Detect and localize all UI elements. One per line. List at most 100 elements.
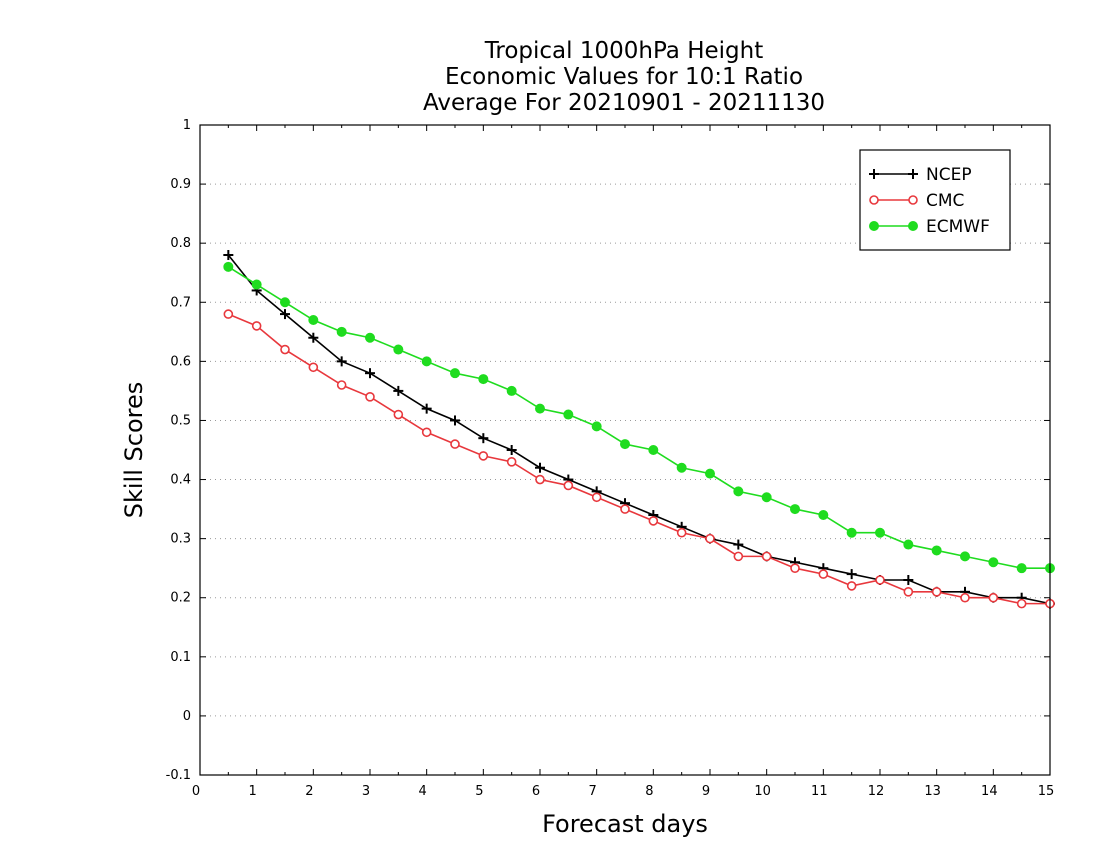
data-point	[563, 480, 574, 491]
y-tick-label: 0.9	[170, 177, 191, 192]
legend-item: NCEP	[869, 165, 972, 185]
x-tick-label: 4	[419, 784, 427, 799]
data-point	[308, 362, 319, 373]
data-point	[223, 309, 234, 319]
data-point	[563, 409, 574, 420]
data-point	[393, 344, 404, 355]
data-point	[308, 315, 319, 325]
y-tick-label: 0.7	[170, 295, 191, 310]
data-point	[818, 569, 829, 579]
x-tick-label: 1	[249, 784, 257, 799]
series-cmc	[223, 309, 1055, 609]
y-tick-label: 0.4	[170, 473, 191, 488]
data-point	[988, 557, 999, 568]
legend-label: NCEP	[926, 165, 972, 185]
data-point	[251, 279, 262, 290]
data-point	[733, 486, 744, 497]
x-tick-label: 2	[305, 784, 313, 799]
x-tick-label: 6	[532, 784, 540, 799]
x-tick-label: 8	[645, 784, 653, 799]
x-tick-label: 14	[981, 784, 998, 799]
data-point	[506, 457, 517, 467]
grid	[200, 183, 1050, 717]
data-point	[591, 492, 602, 503]
data-point	[421, 356, 432, 367]
data-point	[620, 439, 630, 450]
data-point	[676, 527, 687, 538]
data-point	[336, 380, 347, 390]
legend-label: ECMWF	[926, 217, 990, 237]
y-tick-label: 0.5	[170, 413, 191, 428]
title-line: Average For 20210901 - 20211130	[423, 90, 825, 116]
data-point	[478, 374, 489, 385]
data-point	[875, 575, 885, 585]
y-axis-label: Skill Scores	[120, 382, 148, 519]
data-point	[223, 261, 234, 272]
data-point	[676, 462, 687, 473]
data-point	[280, 344, 290, 355]
data-point	[705, 533, 715, 544]
data-point	[761, 492, 772, 503]
data-point	[988, 592, 999, 603]
legend-item: CMC	[869, 191, 964, 211]
y-tick-label: -0.1	[166, 768, 191, 783]
data-point	[846, 581, 857, 591]
data-point	[761, 551, 772, 562]
data-point	[875, 527, 885, 538]
y-tick-label: 0.8	[170, 236, 191, 251]
data-point	[591, 421, 602, 432]
series-line	[227, 254, 1051, 605]
data-point	[251, 321, 262, 331]
data-point	[908, 195, 918, 205]
legend: NCEP CMC ECMWF	[859, 149, 1011, 251]
data-point	[960, 551, 970, 562]
data-point	[790, 563, 800, 573]
series-line	[227, 266, 1050, 569]
data-point	[960, 592, 970, 603]
y-tick-label: 0.2	[170, 591, 191, 606]
data-point	[506, 385, 517, 396]
data-point	[931, 545, 942, 556]
plot-frame	[199, 124, 1051, 776]
data-point	[365, 392, 375, 402]
data-point	[869, 221, 879, 231]
x-tick-label: 11	[811, 784, 828, 799]
data-point	[733, 551, 744, 562]
x-tick-label: 13	[924, 784, 941, 799]
data-point	[393, 409, 404, 420]
y-tick-label: 0	[183, 709, 191, 724]
y-tick-label: 1	[183, 118, 191, 133]
x-tick-label: 15	[1038, 784, 1055, 799]
x-tick-label: 12	[868, 784, 885, 799]
x-tick-label: 3	[362, 784, 370, 799]
data-point	[846, 527, 857, 538]
data-point	[648, 516, 659, 526]
title-line: Economic Values for 10:1 Ratio	[445, 64, 803, 90]
series-ncep	[223, 250, 1055, 609]
x-tick-label: 0	[192, 784, 200, 799]
data-point	[869, 195, 879, 205]
x-tick-label: 10	[754, 784, 771, 799]
data-point	[903, 587, 914, 597]
data-point	[908, 221, 918, 231]
data-point	[931, 587, 942, 597]
data-point	[365, 332, 375, 343]
data-point	[450, 439, 460, 449]
data-point	[280, 297, 290, 308]
legend-item: ECMWF	[869, 217, 990, 237]
title-line: Tropical 1000hPa Height	[484, 38, 764, 64]
data-point	[421, 427, 432, 438]
x-tick-label: 9	[702, 784, 710, 799]
data-point	[535, 403, 545, 414]
data-point	[903, 539, 914, 550]
x-tick-label: 7	[589, 784, 597, 799]
y-tick-label: 0.1	[170, 650, 191, 665]
data-point	[535, 474, 545, 485]
data-point	[450, 368, 460, 379]
x-axis-label: Forecast days	[542, 810, 708, 838]
data-point	[1016, 598, 1027, 609]
data-point	[1016, 563, 1027, 574]
x-tick-label: 5	[475, 784, 483, 799]
data-point	[790, 504, 800, 515]
